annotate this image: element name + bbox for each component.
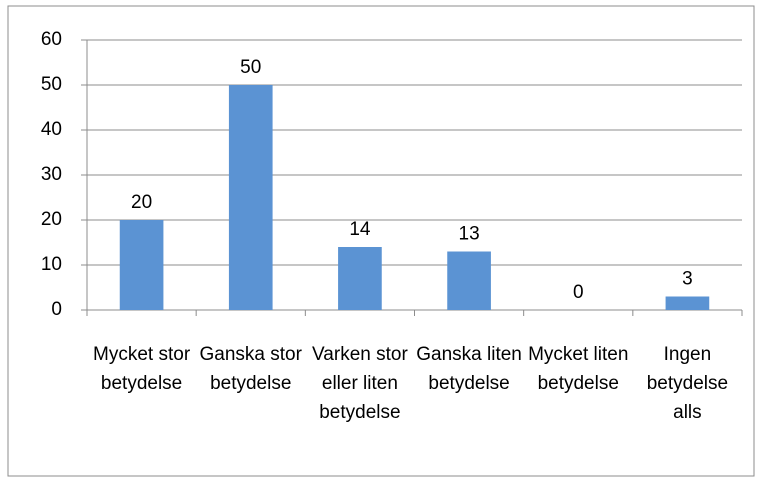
data-label: 13 [459,224,480,245]
bar [447,251,491,310]
x-tick-label: Varken stor eller liten betydelse [312,344,408,423]
bar [665,296,710,310]
data-label: 20 [131,192,152,213]
y-tick-label: 50 [41,74,62,95]
y-tick-label: 10 [41,254,62,275]
data-label: 14 [349,219,371,240]
chart-frame [7,5,755,477]
data-label: 0 [573,282,584,303]
y-tick-label: 60 [41,29,62,50]
y-tick-label: 30 [41,164,62,185]
y-tick-label: 0 [51,299,62,320]
x-tick-label: Ganska liten betydelse [416,344,522,394]
x-tick-label: Ingen betydelse alls [646,344,729,423]
bar [119,220,164,310]
y-tick-label: 20 [41,209,62,230]
y-tick-label: 40 [41,119,62,140]
x-tick-label: Ganska stor betydelse [199,344,302,394]
data-label: 3 [682,269,693,290]
x-tick-label: Mycket stor betydelse [93,344,191,394]
data-label: 50 [240,57,261,78]
bar [338,247,382,310]
bar [228,85,273,310]
x-tick-label: Mycket liten betydelse [528,344,629,394]
